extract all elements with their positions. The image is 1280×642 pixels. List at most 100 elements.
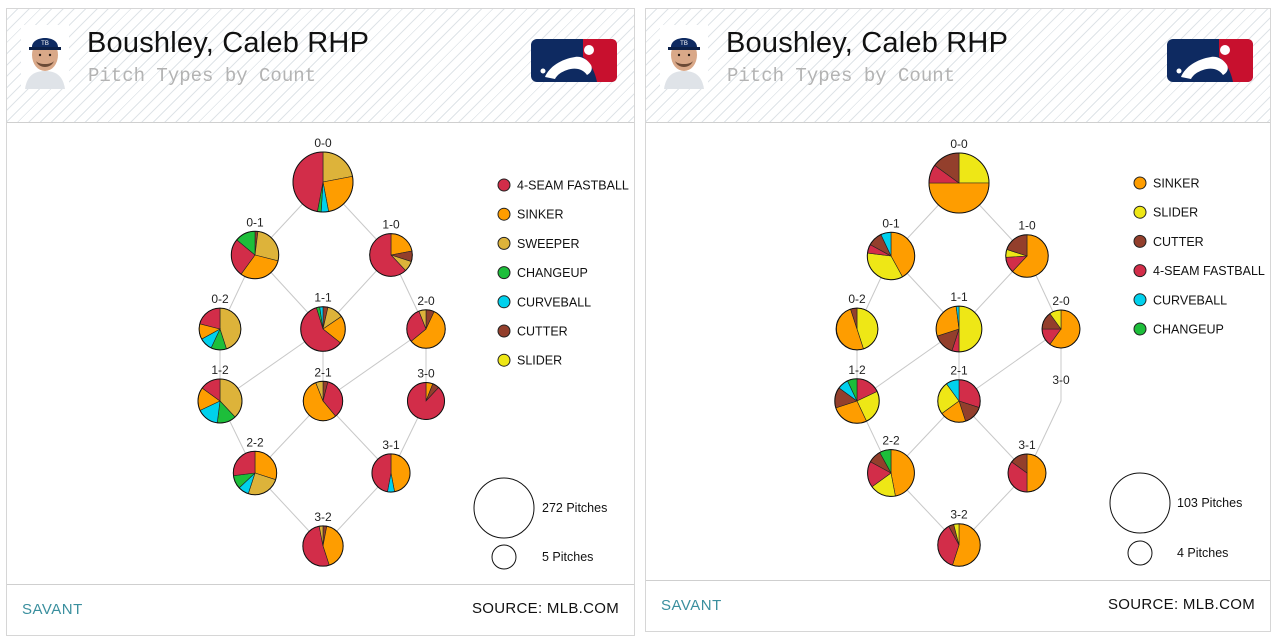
- count-label-1-2: 1-2: [848, 363, 866, 377]
- legend-swatch-sinker: [1133, 176, 1147, 190]
- count-pie-0-0[interactable]: [292, 151, 354, 213]
- count-label-3-1: 3-1: [1018, 438, 1036, 452]
- pie-outline-2-2: [867, 449, 915, 497]
- count-label-0-0: 0-0: [314, 136, 332, 150]
- legend-swatch-4-seam-fastball: [1133, 264, 1147, 278]
- size-legend: 103 Pitches 4 Pitches: [1109, 472, 1242, 566]
- count-pie-0-0[interactable]: [928, 152, 990, 214]
- connector-2-0-to-2-1: [322, 328, 427, 402]
- legend-swatch-changeup: [1133, 322, 1147, 336]
- pie-outline-2-2: [232, 450, 278, 496]
- count-pie-2-2[interactable]: [232, 450, 278, 496]
- pie-outline-3-1: [1007, 453, 1047, 493]
- legend-label-slider: SLIDER: [517, 354, 562, 368]
- count-pie-3-1[interactable]: [371, 453, 411, 493]
- count-pie-3-2[interactable]: [937, 523, 981, 567]
- pie-outline-0-1: [866, 231, 916, 281]
- size-legend-label-103: 103 Pitches: [1177, 496, 1242, 510]
- count-label-2-0: 2-0: [1052, 294, 1070, 308]
- player-headshot: TB: [21, 25, 69, 89]
- size-legend-circle-4: [1127, 540, 1153, 566]
- cap-logo-text: TB: [680, 41, 688, 47]
- count-label-3-1: 3-1: [382, 438, 400, 452]
- pie-outline-2-1: [937, 379, 981, 423]
- legend-item-sinker: SINKER: [1133, 176, 1200, 191]
- count-pie-1-2[interactable]: [197, 378, 243, 424]
- legend-item-changeup: CHANGEUP: [497, 266, 588, 280]
- legend-swatch-cutter: [1133, 234, 1147, 248]
- legend-swatch-curveball: [1133, 293, 1147, 307]
- pie-outline-3-2: [302, 525, 344, 567]
- legend-label-curveball: CURVEBALL: [517, 295, 591, 309]
- count-pie-1-2[interactable]: [834, 378, 880, 424]
- pie-slice-2-2-sinker: [890, 449, 915, 497]
- legend-swatch-sinker: [497, 207, 511, 221]
- pie-outline-3-0: [406, 381, 446, 421]
- pie-outline-2-0: [1041, 309, 1081, 349]
- legend-swatch-cutter: [497, 324, 511, 338]
- count-pie-0-1[interactable]: [866, 231, 916, 281]
- savant-link[interactable]: SAVANT: [661, 597, 722, 614]
- count-pie-1-1[interactable]: [935, 305, 983, 353]
- legend-label-curveball: CURVEBALL: [1153, 293, 1227, 307]
- count-label-0-2: 0-2: [211, 292, 229, 306]
- legend-label-cutter: CUTTER: [517, 325, 568, 339]
- pie-outline-0-0: [928, 152, 990, 214]
- legend-label-slider: SLIDER: [1153, 206, 1198, 220]
- savant-link[interactable]: SAVANT: [22, 601, 83, 618]
- count-pie-2-0[interactable]: [1041, 309, 1081, 349]
- legend-item-sinker: SINKER: [497, 207, 564, 222]
- legend-item-cutter: CUTTER: [1133, 234, 1204, 249]
- player-name: Boushley, Caleb RHP: [87, 27, 370, 59]
- pitch-count-chart: 0-0 0-1 1-0 0-2 1-1 2-0 1-2 2-1 3-0 2-2 3-1 3-2 4-SE…: [197, 136, 629, 570]
- mlb-logo-icon: [531, 39, 617, 82]
- legend-label-changeup: CHANGEUP: [1153, 323, 1224, 337]
- pitch-count-chart: 0-0 0-1 1-0 0-2 1-1 2-0 1-2 2-1 3-0 2-2 3-1 3-2 SINK…: [834, 137, 1265, 567]
- pitch-mix-panel-right: TB Boushley, Caleb RHP Pitch Types by Co…: [645, 8, 1271, 632]
- count-label-3-0: 3-0: [1052, 373, 1070, 387]
- count-pie-3-0[interactable]: [406, 381, 446, 421]
- count-pie-0-2[interactable]: [835, 307, 879, 351]
- pie-slice-3-1-sinker: [390, 453, 411, 493]
- legend-item-slider: SLIDER: [1133, 205, 1198, 220]
- count-pie-3-1[interactable]: [1007, 453, 1047, 493]
- count-pie-2-0[interactable]: [406, 309, 446, 349]
- count-label-1-2: 1-2: [211, 363, 229, 377]
- size-legend-label-4: 4 Pitches: [1177, 546, 1228, 560]
- count-label-2-1: 2-1: [950, 364, 968, 378]
- pie-slice-1-1-slider: [958, 305, 983, 353]
- count-pie-1-1[interactable]: [300, 306, 346, 352]
- pie-outline-0-2: [835, 307, 879, 351]
- legend-label-changeup: CHANGEUP: [517, 266, 588, 280]
- size-legend: 272 Pitches 5 Pitches: [473, 477, 607, 570]
- legend-item-4-seam-fastball: 4-SEAM FASTBALL: [1133, 264, 1265, 278]
- count-label-0-1: 0-1: [882, 216, 900, 230]
- count-pie-2-1[interactable]: [302, 380, 344, 422]
- count-pie-0-2[interactable]: [198, 307, 242, 351]
- pie-outline-0-0: [292, 151, 354, 213]
- pie-outline-0-1: [230, 230, 280, 280]
- legend-label-sinker: SINKER: [1153, 177, 1200, 191]
- source-credit: SOURCE: MLB.COM: [471, 600, 619, 617]
- count-pie-2-1[interactable]: [937, 379, 981, 423]
- legend-swatch-changeup: [497, 266, 511, 280]
- pie-outline-1-1: [300, 306, 346, 352]
- pie-slice-0-0-4-seam-fastball: [292, 151, 324, 212]
- panel-footer: SAVANT SOURCE: MLB.COM: [7, 584, 634, 635]
- count-pie-2-2[interactable]: [867, 449, 915, 497]
- count-pie-1-0[interactable]: [369, 233, 413, 277]
- cap-logo-text: TB: [41, 41, 49, 47]
- count-label-1-0: 1-0: [1018, 219, 1036, 233]
- count-pie-1-0[interactable]: [1005, 234, 1049, 278]
- count-pie-3-2[interactable]: [302, 525, 344, 567]
- player-headshot: TB: [660, 25, 708, 89]
- pitch-type-legend: 4-SEAM FASTBALL SINKER SWEEPER CHANGEUP CURV…: [497, 178, 629, 368]
- chart-subtitle: Pitch Types by Count: [88, 65, 317, 87]
- pie-outline-1-0: [1005, 234, 1049, 278]
- count-pie-0-1[interactable]: [230, 230, 280, 280]
- pie-outline-0-2: [198, 307, 242, 351]
- pie-outline-1-1: [935, 305, 983, 353]
- count-label-3-2: 3-2: [314, 510, 332, 524]
- legend-item-4-seam-fastball: 4-SEAM FASTBALL: [497, 178, 629, 193]
- legend-label-sweeper: SWEEPER: [517, 237, 580, 251]
